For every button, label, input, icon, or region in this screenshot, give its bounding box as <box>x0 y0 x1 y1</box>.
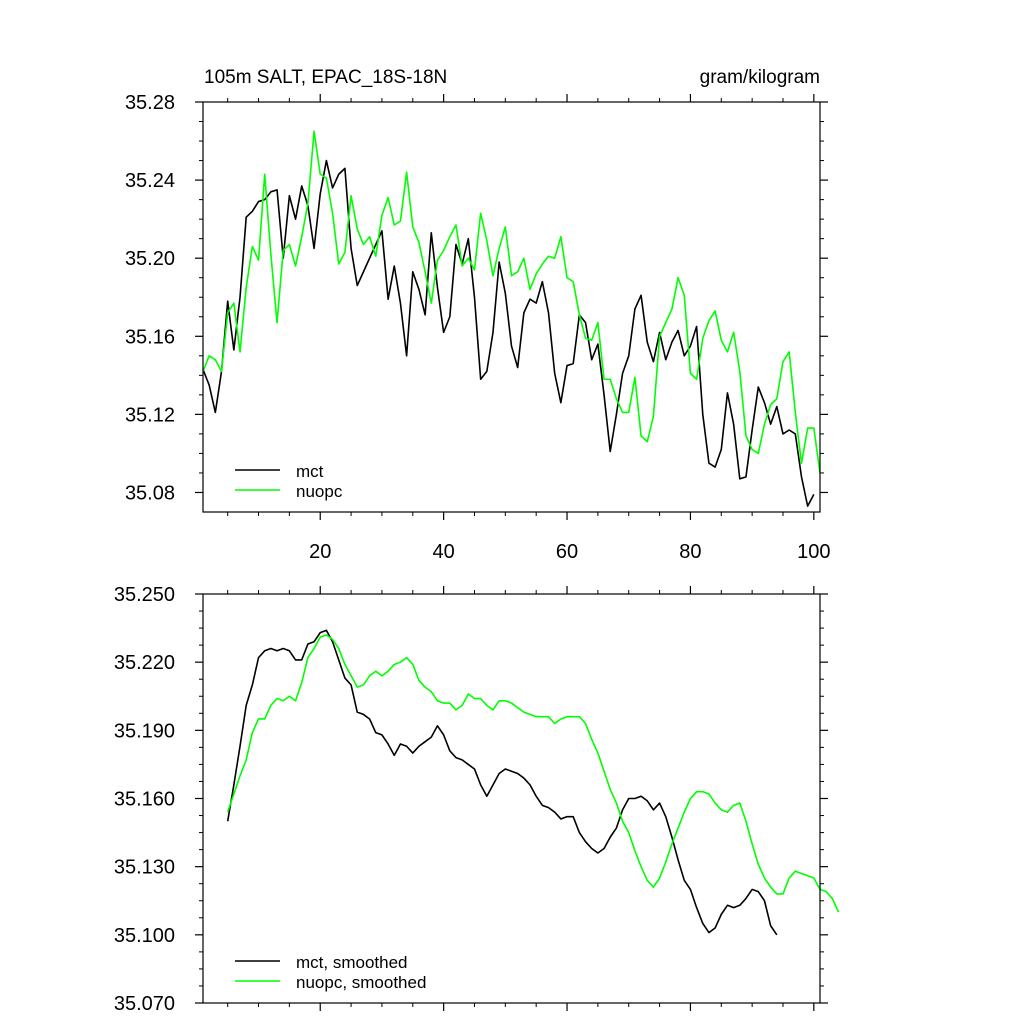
series-line-nuopc-smoothed <box>226 634 840 913</box>
bottom-panel-legend: mct, smoothed nuopc, smoothed <box>235 953 426 992</box>
y-tick-label: 35.100 <box>114 925 175 947</box>
top-panel-frame <box>202 101 821 513</box>
bottom-panel-series <box>226 629 840 936</box>
y-tick-label: 35.220 <box>114 652 175 674</box>
legend-label-nuopc-smoothed: nuopc, smoothed <box>296 973 426 992</box>
y-tick-label: 35.24 <box>125 170 175 192</box>
legend-label-mct-smoothed: mct, smoothed <box>296 953 408 972</box>
y-tick-label: 35.12 <box>125 404 175 426</box>
x-tick-label: 100 <box>797 541 830 563</box>
bottom-panel-ticks: 35.070 35.100 35.130 35.160 35.190 35.220 35.2… <box>114 584 828 1015</box>
y-tick-label: 35.190 <box>114 720 175 742</box>
x-tick-label: 80 <box>679 541 701 563</box>
y-tick-label: 35.08 <box>125 482 175 504</box>
y-tick-label: 35.160 <box>114 789 175 811</box>
y-tick-label: 35.070 <box>114 993 175 1015</box>
top-panel-series <box>202 130 821 507</box>
y-tick-label: 35.28 <box>125 92 175 114</box>
x-tick-label: 40 <box>433 541 455 563</box>
x-tick-label: 60 <box>556 541 578 563</box>
bottom-panel: 35.070 35.100 35.130 35.160 35.190 35.220 35.2… <box>114 584 840 1015</box>
y-tick-label: 35.130 <box>114 857 175 879</box>
legend-label-nuopc: nuopc <box>296 482 343 501</box>
y-tick-label: 35.250 <box>114 584 175 606</box>
bottom-panel-frame <box>202 593 821 1004</box>
x-tick-label: 20 <box>309 541 331 563</box>
legend-label-mct: mct <box>296 462 324 481</box>
top-panel: 105m SALT, EPAC_18S-18N gram/kilogram 35… <box>125 67 831 563</box>
series-line-mct-smoothed <box>226 629 778 936</box>
y-tick-label: 35.16 <box>125 326 175 348</box>
y-tick-label: 35.20 <box>125 248 175 270</box>
top-panel-title: 105m SALT, EPAC_18S-18N <box>204 67 447 88</box>
top-panel-legend: mct nuopc <box>235 462 343 501</box>
series-line-mct <box>202 159 815 507</box>
top-panel-units: gram/kilogram <box>700 67 820 88</box>
top-panel-ticks: 35.08 35.12 35.16 35.20 35.24 35.28 20 40 60 80 10… <box>125 92 831 563</box>
series-line-nuopc <box>202 130 821 474</box>
